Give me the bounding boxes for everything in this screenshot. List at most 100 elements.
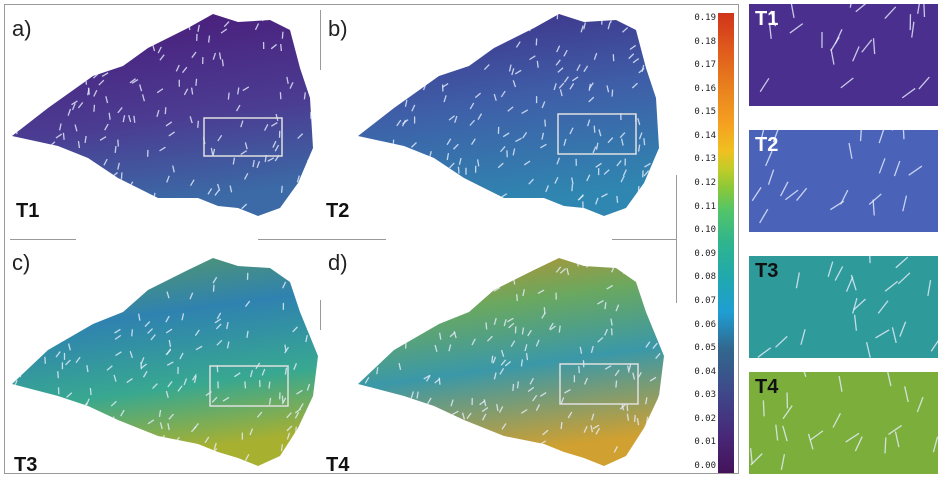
orientation-dash — [536, 461, 543, 466]
orientation-dash — [38, 318, 45, 324]
orientation-dash — [85, 398, 90, 406]
panel-letter: b) — [328, 16, 348, 41]
orientation-dash — [884, 6, 897, 19]
orientation-dash — [540, 14, 544, 19]
orientation-dash — [911, 21, 915, 38]
orientation-dash — [477, 113, 483, 120]
orientation-dash — [394, 155, 401, 162]
orientation-dash — [505, 261, 512, 267]
orientation-dash — [77, 140, 81, 149]
orientation-dash — [648, 300, 652, 308]
orientation-dash — [61, 272, 65, 280]
orientation-dash — [37, 67, 45, 73]
orientation-dash — [607, 137, 614, 144]
orientation-dash — [644, 162, 651, 168]
orientation-dash — [869, 256, 871, 264]
orientation-dash — [593, 52, 598, 60]
orientation-dash — [99, 47, 106, 54]
orientation-dash — [430, 246, 431, 252]
orientation-dash — [558, 325, 561, 333]
orientation-dash — [88, 418, 96, 424]
orientation-dash — [86, 365, 89, 373]
orientation-dash — [277, 224, 282, 229]
orientation-dash — [392, 305, 396, 313]
panel-c: c) T3 — [8, 246, 320, 476]
orientation-dash — [597, 300, 604, 305]
orientation-dash — [173, 258, 177, 259]
orientation-dash — [30, 294, 34, 302]
orientation-dash — [128, 114, 132, 123]
orientation-dash — [422, 199, 429, 205]
orientation-dash — [401, 317, 409, 323]
orientation-dash — [500, 349, 505, 357]
orientation-dash — [916, 396, 924, 413]
orientation-dash — [598, 129, 602, 137]
orientation-dash — [283, 251, 289, 255]
vertical-divider-top — [320, 10, 321, 70]
orientation-dash — [522, 289, 525, 297]
orientation-dash — [648, 20, 655, 27]
orientation-dash — [533, 8, 535, 10]
orientation-dash — [902, 195, 908, 212]
orientation-dash — [396, 425, 401, 433]
orientation-dash — [122, 462, 126, 466]
orientation-dash — [79, 267, 82, 275]
colorbar-tick-label: 0.19 — [694, 13, 716, 23]
orientation-dash — [469, 119, 475, 126]
orientation-dash — [83, 174, 86, 182]
orientation-dash — [153, 227, 157, 233]
zoom-fill — [749, 4, 938, 106]
orientation-dash — [523, 160, 531, 166]
orientation-dash — [402, 119, 409, 125]
orientation-dash — [527, 386, 535, 393]
orientation-dash — [494, 449, 498, 457]
orientation-dash — [430, 22, 437, 29]
orientation-dash — [494, 432, 498, 440]
orientation-dash — [241, 203, 248, 210]
orientation-dash — [59, 431, 65, 438]
orientation-dash — [829, 200, 845, 211]
orientation-dash — [838, 375, 843, 392]
orientation-dash — [449, 331, 456, 338]
orientation-dash — [34, 393, 41, 401]
orientation-dash — [848, 142, 853, 159]
orientation-dash — [197, 24, 200, 32]
orientation-dash — [651, 57, 657, 65]
orientation-dash — [796, 187, 808, 201]
orientation-dash — [497, 204, 501, 212]
orientation-dash — [443, 95, 447, 103]
orientation-dash — [70, 169, 77, 176]
orientation-dash — [868, 193, 882, 205]
orientation-dash — [306, 383, 311, 391]
orientation-dash — [129, 51, 135, 58]
orientation-dash — [157, 277, 164, 284]
orientation-dash — [384, 263, 390, 271]
orientation-dash — [390, 422, 396, 430]
orientation-dash — [569, 127, 574, 135]
orientation-dash — [226, 341, 230, 349]
orientation-dash — [396, 119, 402, 127]
zoom-fill — [749, 372, 938, 474]
orientation-dash — [204, 436, 210, 444]
zoom-label: T3 — [755, 260, 779, 282]
orientation-dash — [527, 24, 531, 32]
orientation-dash — [172, 165, 175, 173]
orientation-dash — [311, 68, 313, 76]
orientation-dash — [102, 65, 109, 71]
orientation-dash — [107, 456, 114, 462]
orientation-dash — [530, 14, 535, 20]
orientation-dash — [379, 434, 383, 442]
orientation-dash — [645, 9, 651, 13]
orientation-dash — [229, 14, 232, 16]
orientation-dash — [58, 123, 62, 131]
orientation-dash — [369, 326, 375, 333]
orientation-dash — [66, 207, 73, 214]
orientation-dash — [908, 165, 923, 176]
orientation-dash — [157, 460, 164, 466]
orientation-dash — [144, 321, 151, 328]
orientation-dash — [578, 365, 581, 374]
orientation-dash — [616, 195, 619, 203]
orientation-dash — [194, 329, 200, 337]
zoom-inset-T1: T1 — [749, 4, 938, 106]
orientation-dash — [528, 178, 535, 185]
